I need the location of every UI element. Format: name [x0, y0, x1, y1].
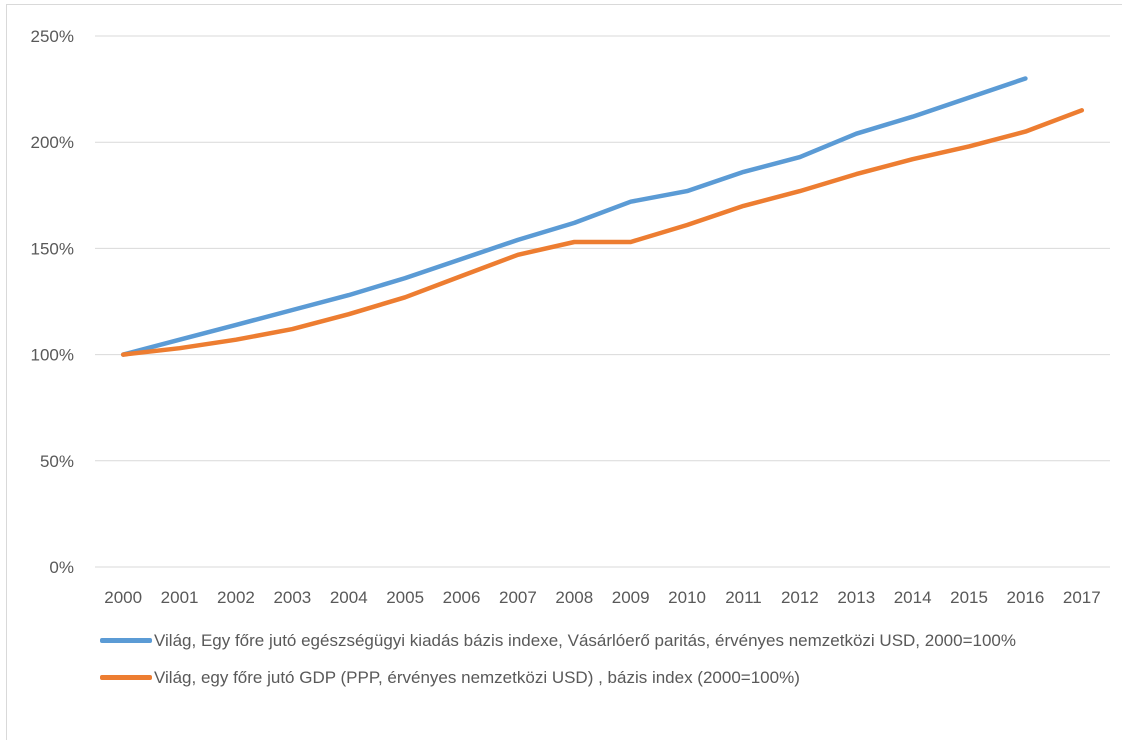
legend-swatch-orange	[100, 675, 152, 680]
x-tick-label: 2001	[161, 588, 199, 607]
y-axis-tick-labels: 0% 50% 100% 150% 200% 250%	[31, 27, 74, 577]
x-tick-label: 2003	[273, 588, 311, 607]
series-line-health-expenditure	[120, 76, 1028, 357]
x-tick-label: 2006	[443, 588, 481, 607]
x-tick-label: 2012	[781, 588, 819, 607]
y-tick-label: 0%	[49, 558, 74, 577]
y-tick-label: 250%	[31, 27, 74, 46]
x-tick-label: 2017	[1063, 588, 1101, 607]
x-tick-label: 2015	[950, 588, 988, 607]
legend-label: Világ, egy főre jutó GDP (PPP, érvényes …	[154, 668, 800, 687]
gridlines	[95, 35, 1110, 568]
legend-swatch-blue	[100, 638, 152, 643]
x-tick-label: 2010	[668, 588, 706, 607]
x-tick-label: 2007	[499, 588, 537, 607]
x-tick-label: 2016	[1007, 588, 1045, 607]
x-tick-label: 2011	[725, 588, 762, 607]
x-tick-label: 2004	[330, 588, 368, 607]
x-tick-label: 2013	[837, 588, 875, 607]
y-tick-label: 100%	[31, 346, 74, 365]
x-tick-label: 2000	[104, 588, 142, 607]
x-tick-label: 2008	[555, 588, 593, 607]
y-tick-label: 200%	[31, 133, 74, 152]
x-tick-label: 2002	[217, 588, 255, 607]
legend: Világ, Egy főre jutó egészségügyi kiadás…	[100, 628, 1100, 702]
legend-item-health-expenditure: Világ, Egy főre jutó egészségügyi kiadás…	[100, 628, 1100, 653]
x-tick-label: 2005	[386, 588, 424, 607]
x-tick-label: 2014	[894, 588, 932, 607]
legend-label: Világ, Egy főre jutó egészségügyi kiadás…	[154, 631, 1016, 650]
series-line-gdp	[120, 108, 1085, 357]
y-tick-label: 50%	[40, 452, 74, 471]
series-lines	[120, 76, 1085, 357]
y-tick-label: 150%	[31, 239, 74, 258]
x-axis-tick-labels: 2000 2001 2002 2003 2004 2005 2006 2007 2008 2009…	[104, 588, 1100, 607]
x-tick-label: 2009	[612, 588, 650, 607]
legend-item-gdp: Világ, egy főre jutó GDP (PPP, érvényes …	[100, 665, 1100, 690]
chart-frame	[6, 4, 1122, 740]
